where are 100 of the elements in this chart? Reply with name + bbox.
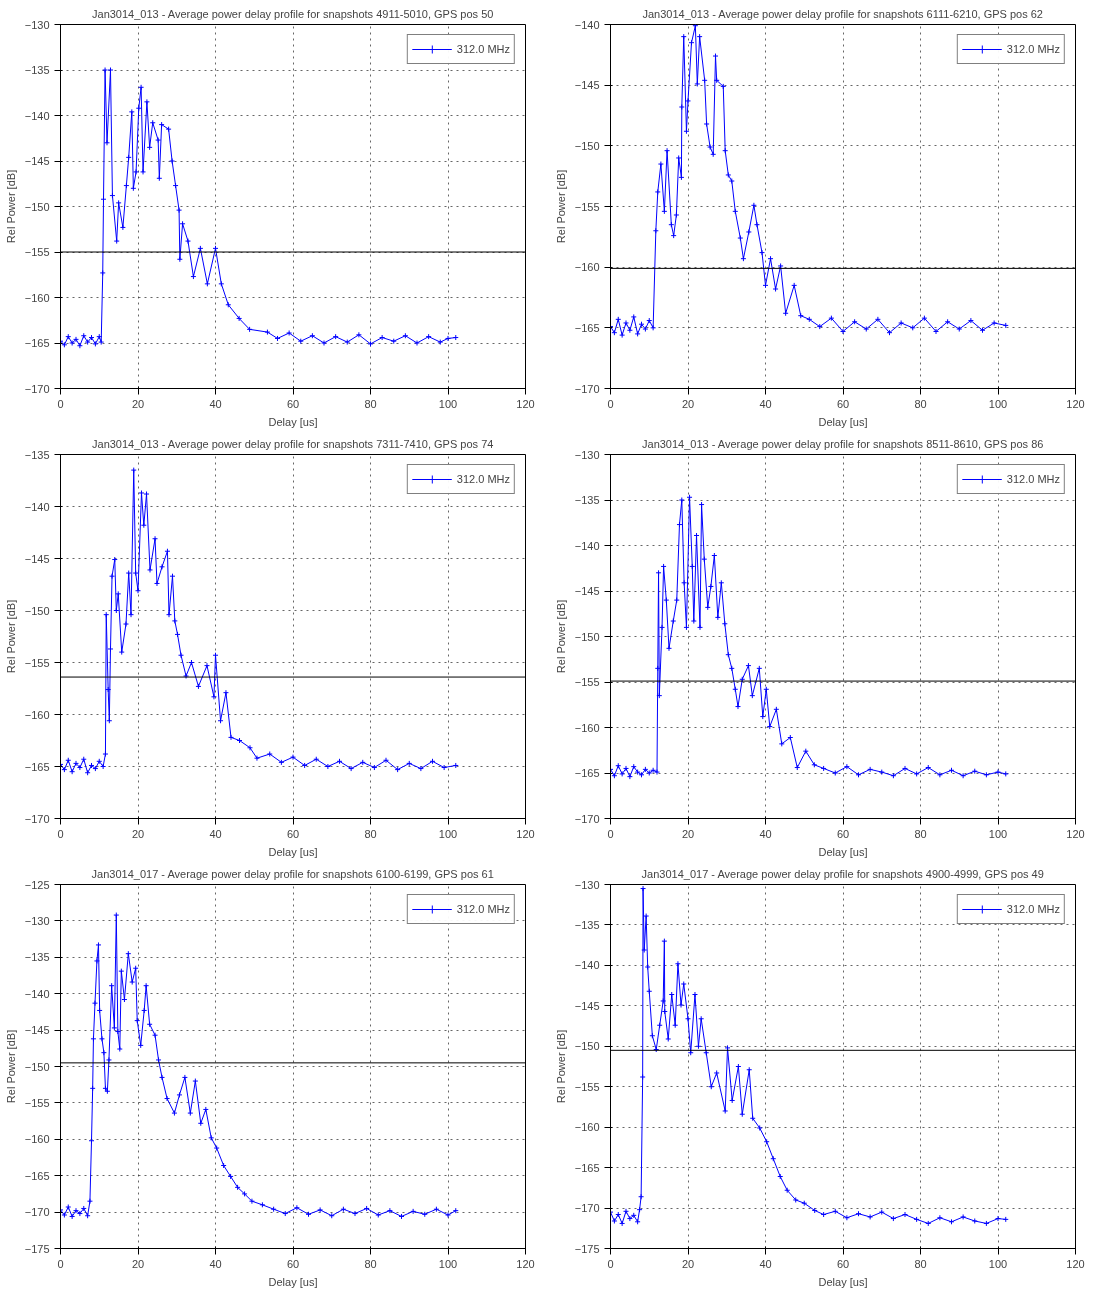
x-tick-label: 20 bbox=[131, 397, 145, 410]
x-tick-label: 80 bbox=[914, 397, 927, 410]
y-tick-label: −170 bbox=[574, 382, 600, 395]
y-tick-label: −150 bbox=[574, 1040, 600, 1053]
y-tick-label: −165 bbox=[24, 760, 50, 773]
y-tick-label: −125 bbox=[24, 878, 50, 891]
y-tick-label: −140 bbox=[574, 18, 600, 31]
x-axis-title: Delay [us] bbox=[268, 845, 318, 858]
y-tick-label: −165 bbox=[574, 767, 600, 779]
y-tick-label: −155 bbox=[574, 676, 600, 688]
x-tick-label: 60 bbox=[286, 1257, 300, 1270]
y-tick-label: −135 bbox=[574, 494, 600, 506]
x-tick-label: 80 bbox=[364, 827, 377, 840]
y-axis-title: Rel Power [dB] bbox=[554, 599, 567, 674]
x-tick-label: 0 bbox=[607, 827, 614, 840]
x-tick-label: 80 bbox=[364, 1257, 377, 1270]
chart-title: Jan3014_013 - Average power delay profile for snapshots 4911-5010, GPS pos 50 bbox=[92, 7, 494, 20]
y-tick-label: −150 bbox=[24, 200, 50, 213]
y-tick-label: −160 bbox=[574, 261, 600, 274]
y-tick-label: −160 bbox=[574, 1121, 600, 1134]
x-tick-label: 40 bbox=[759, 827, 772, 840]
y-tick-label: −140 bbox=[24, 109, 50, 122]
y-tick-label: −150 bbox=[574, 139, 600, 152]
x-tick-label: 40 bbox=[209, 1257, 222, 1270]
chart-title: Jan3014_013 - Average power delay profile for snapshots 6111-6210, GPS pos 62 bbox=[642, 7, 1043, 20]
y-tick-label: −150 bbox=[24, 1060, 50, 1073]
y-tick-label: −170 bbox=[24, 812, 50, 825]
x-tick-label: 100 bbox=[438, 397, 458, 410]
y-tick-label: −145 bbox=[24, 155, 50, 167]
y-axis-title: Rel Power [dB] bbox=[4, 169, 17, 244]
x-tick-label: 0 bbox=[57, 397, 64, 410]
x-tick-label: 120 bbox=[516, 1257, 535, 1270]
y-tick-label: −135 bbox=[574, 918, 600, 931]
x-tick-label: 120 bbox=[516, 397, 535, 410]
y-tick-label: −160 bbox=[24, 1133, 50, 1146]
y-tick-label: −165 bbox=[24, 1169, 50, 1182]
x-tick-label: 100 bbox=[988, 1257, 1008, 1270]
y-axis-title: Rel Power [dB] bbox=[4, 1029, 17, 1104]
legend-label: 312.0 MHz bbox=[1006, 473, 1060, 485]
x-tick-label: 60 bbox=[836, 827, 850, 840]
chart-title: Jan3014_013 - Average power delay profile for snapshots 8511-8610, GPS pos 86 bbox=[642, 437, 1044, 450]
y-tick-label: −165 bbox=[574, 321, 600, 334]
x-axis-title: Delay [us] bbox=[268, 415, 318, 428]
x-tick-label: 80 bbox=[914, 1257, 927, 1270]
x-tick-label: 0 bbox=[607, 1257, 614, 1270]
y-tick-label: −145 bbox=[24, 1024, 50, 1037]
x-tick-label: 100 bbox=[988, 827, 1008, 840]
x-tick-label: 120 bbox=[1066, 397, 1085, 410]
x-tick-label: 40 bbox=[759, 1257, 772, 1270]
y-tick-label: −160 bbox=[24, 708, 50, 721]
x-tick-label: 60 bbox=[836, 1257, 850, 1270]
x-tick-label: 80 bbox=[914, 827, 927, 840]
y-tick-label: −130 bbox=[574, 448, 600, 461]
y-tick-label: −135 bbox=[24, 64, 50, 76]
y-tick-label: −170 bbox=[574, 1202, 600, 1215]
y-tick-label: −145 bbox=[574, 999, 600, 1012]
y-tick-label: −140 bbox=[24, 500, 50, 513]
y-tick-label: −165 bbox=[574, 1161, 600, 1174]
y-tick-label: −150 bbox=[574, 630, 600, 643]
x-axis-title: Delay [us] bbox=[818, 1275, 868, 1288]
y-tick-label: −175 bbox=[574, 1242, 600, 1255]
x-axis-title: Delay [us] bbox=[818, 845, 868, 858]
x-tick-label: 40 bbox=[209, 397, 222, 410]
chart-title: Jan3014_013 - Average power delay profile for snapshots 7311-7410, GPS pos 74 bbox=[92, 437, 494, 450]
x-tick-label: 20 bbox=[131, 1257, 145, 1270]
x-tick-label: 100 bbox=[988, 397, 1008, 410]
x-tick-label: 100 bbox=[438, 1257, 458, 1270]
y-tick-label: −145 bbox=[574, 585, 600, 597]
y-tick-label: −155 bbox=[24, 246, 50, 258]
legend-label: 312.0 MHz bbox=[456, 903, 510, 915]
x-tick-label: 120 bbox=[1066, 1257, 1085, 1270]
x-tick-label: 100 bbox=[438, 827, 458, 840]
x-tick-label: 120 bbox=[516, 827, 535, 840]
x-tick-label: 20 bbox=[681, 397, 695, 410]
y-axis-title: Rel Power [dB] bbox=[554, 169, 567, 244]
y-tick-label: −140 bbox=[574, 539, 600, 552]
x-tick-label: 80 bbox=[364, 397, 377, 410]
y-tick-label: −155 bbox=[574, 1080, 600, 1093]
y-tick-label: −140 bbox=[574, 959, 600, 972]
legend-label: 312.0 MHz bbox=[1006, 43, 1060, 55]
y-tick-label: −155 bbox=[24, 1096, 50, 1109]
x-tick-label: 60 bbox=[836, 397, 850, 410]
x-tick-label: 120 bbox=[1066, 827, 1085, 840]
y-tick-label: −130 bbox=[24, 914, 50, 927]
x-tick-label: 0 bbox=[57, 827, 64, 840]
y-tick-label: −155 bbox=[24, 656, 50, 669]
legend-label: 312.0 MHz bbox=[456, 473, 510, 485]
y-tick-label: −145 bbox=[574, 79, 600, 92]
y-tick-label: −130 bbox=[574, 878, 600, 891]
y-tick-label: −165 bbox=[24, 337, 50, 349]
y-tick-label: −135 bbox=[24, 951, 50, 964]
y-tick-label: −140 bbox=[24, 987, 50, 1000]
x-tick-label: 20 bbox=[681, 827, 695, 840]
x-tick-label: 40 bbox=[759, 397, 772, 410]
legend-label: 312.0 MHz bbox=[456, 43, 510, 55]
y-tick-label: −135 bbox=[24, 448, 50, 461]
y-tick-label: −170 bbox=[24, 1206, 50, 1219]
y-axis-title: Rel Power [dB] bbox=[4, 599, 17, 674]
x-axis-title: Delay [us] bbox=[268, 1275, 318, 1288]
y-tick-label: −160 bbox=[574, 721, 600, 734]
